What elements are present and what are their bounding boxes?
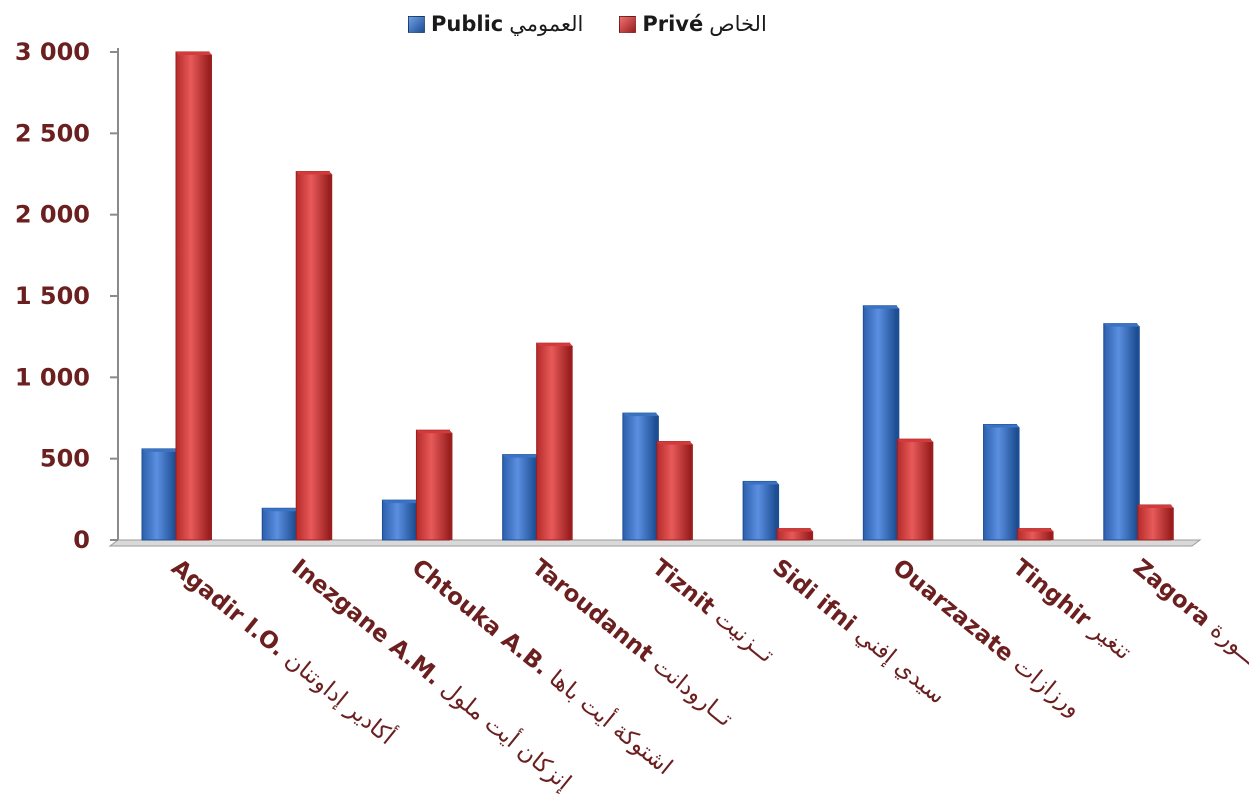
legend-label-prive-arabic: الخاص: [709, 12, 767, 36]
bar-prive-top: [536, 343, 573, 347]
bar-prive-top: [897, 439, 934, 443]
bar-prive: [415, 429, 453, 541]
bar-prive-front: [536, 342, 571, 541]
bar-public: [261, 507, 299, 541]
bar-public: [141, 448, 178, 541]
y-tick-label: 1 000: [15, 363, 90, 391]
bar-public-top: [262, 508, 299, 512]
bar-public-front: [1103, 323, 1138, 541]
bar-public-top: [983, 424, 1020, 428]
bar-prive-side: [449, 430, 453, 540]
x-tick-label-arabic: سيدي إفني: [850, 622, 950, 710]
bar-prive: [776, 528, 814, 541]
bar-public: [502, 454, 539, 541]
bar-public-top: [502, 454, 539, 458]
bar-public-front: [141, 448, 176, 541]
bar-prive: [295, 171, 333, 541]
legend: Public العمومي Privé الخاص: [408, 8, 767, 40]
legend-label-prive-latin: Privé: [642, 12, 704, 36]
bar-prive-front: [295, 171, 330, 541]
bar-prive-top: [296, 171, 333, 175]
legend-item-public: Public العمومي: [408, 12, 583, 36]
bar-public-top: [382, 500, 419, 504]
bar-prive-front: [415, 429, 450, 541]
bar-public: [862, 305, 900, 541]
x-axis-floor: [108, 539, 1202, 547]
x-tick-label-arabic: تــارودانت: [648, 652, 738, 732]
bar-public-front: [862, 305, 897, 541]
bar-prive-side: [329, 171, 333, 540]
bar-prive-top: [656, 441, 693, 445]
bar-prive-side: [930, 439, 934, 540]
bar-prive-front: [896, 438, 931, 541]
bar-prive-side: [569, 343, 573, 540]
bar-prive: [656, 441, 693, 541]
bar-public-top: [622, 413, 659, 417]
bar-prive-top: [416, 430, 453, 434]
x-tick-label-latin: Zagora: [1128, 554, 1222, 637]
bar-public-side: [1016, 424, 1020, 540]
bar-prive: [1137, 504, 1174, 541]
x-tick-label: Taroudannt تــارودانت: [527, 554, 738, 732]
legend-swatch-public: [408, 15, 425, 33]
bar-prive: [175, 51, 212, 541]
x-tick-label-arabic: ورزازات: [1008, 652, 1086, 722]
bar-prive-front: [1137, 504, 1172, 541]
legend-swatch-prive: [619, 15, 637, 33]
bar-public-top: [863, 305, 900, 309]
bar-public: [983, 424, 1020, 541]
y-tick-label: 500: [40, 445, 90, 473]
bar-prive-top: [777, 528, 814, 532]
x-tick-label: Tinghir تنغير: [1008, 554, 1136, 665]
bar-prive-top: [1137, 505, 1174, 509]
bar-public-front: [742, 480, 777, 541]
bar-public: [742, 480, 780, 541]
bar-prive: [536, 342, 573, 541]
legend-item-prive: Privé الخاص: [619, 12, 767, 36]
bar-prive-top: [1017, 528, 1054, 532]
y-tick-label: 2 500: [15, 119, 90, 147]
bar-prive-side: [689, 441, 693, 540]
x-tick-label-latin: Sidi ifni: [767, 554, 866, 642]
bar-public-front: [502, 454, 537, 541]
x-tick-label: Zagora زاكــورة: [1128, 554, 1249, 685]
bar-public: [381, 499, 419, 541]
bar-prive-front: [175, 51, 210, 541]
y-tick-label: 2 000: [15, 201, 90, 229]
bar-public-front: [261, 507, 296, 541]
x-tick-label: Tiznit تــزنيت: [647, 554, 779, 668]
bar-public-top: [142, 448, 178, 452]
y-tick-label: 3 000: [15, 38, 90, 66]
bar-public: [622, 412, 659, 541]
bar-prive-side: [209, 52, 212, 540]
bar-public-front: [983, 424, 1018, 541]
legend-label-public-latin: Public: [431, 12, 504, 36]
bar-public-side: [1136, 323, 1140, 540]
bar-public-front: [622, 412, 657, 541]
bar-prive: [1017, 528, 1054, 541]
bar-public-top: [1103, 323, 1140, 327]
x-tick-label-arabic: تــزنيت: [709, 605, 779, 668]
x-tick-label: Agadir I.O. أكادير إداوتنان: [166, 552, 401, 750]
bar-prive-top: [176, 52, 212, 55]
x-tick-label-arabic: أكادير إداوتنان: [280, 644, 401, 750]
bar-public-side: [776, 481, 780, 540]
x-tick-label-latin: Agadir I.O.: [166, 554, 296, 666]
x-tick-label-latin: Tiznit: [647, 554, 726, 625]
bar-prive-front: [656, 441, 691, 541]
bar-public-top: [743, 481, 780, 485]
y-tick-label: 1 500: [15, 282, 90, 310]
y-tick-label: 0: [73, 526, 90, 554]
bar-prive: [896, 438, 934, 541]
bar-public: [1103, 323, 1140, 541]
legend-label-public-arabic: العمومي: [509, 12, 584, 36]
x-tick-label-latin: Tinghir: [1008, 554, 1102, 637]
bar-public-front: [381, 499, 416, 541]
bar-prive-side: [1170, 505, 1174, 540]
